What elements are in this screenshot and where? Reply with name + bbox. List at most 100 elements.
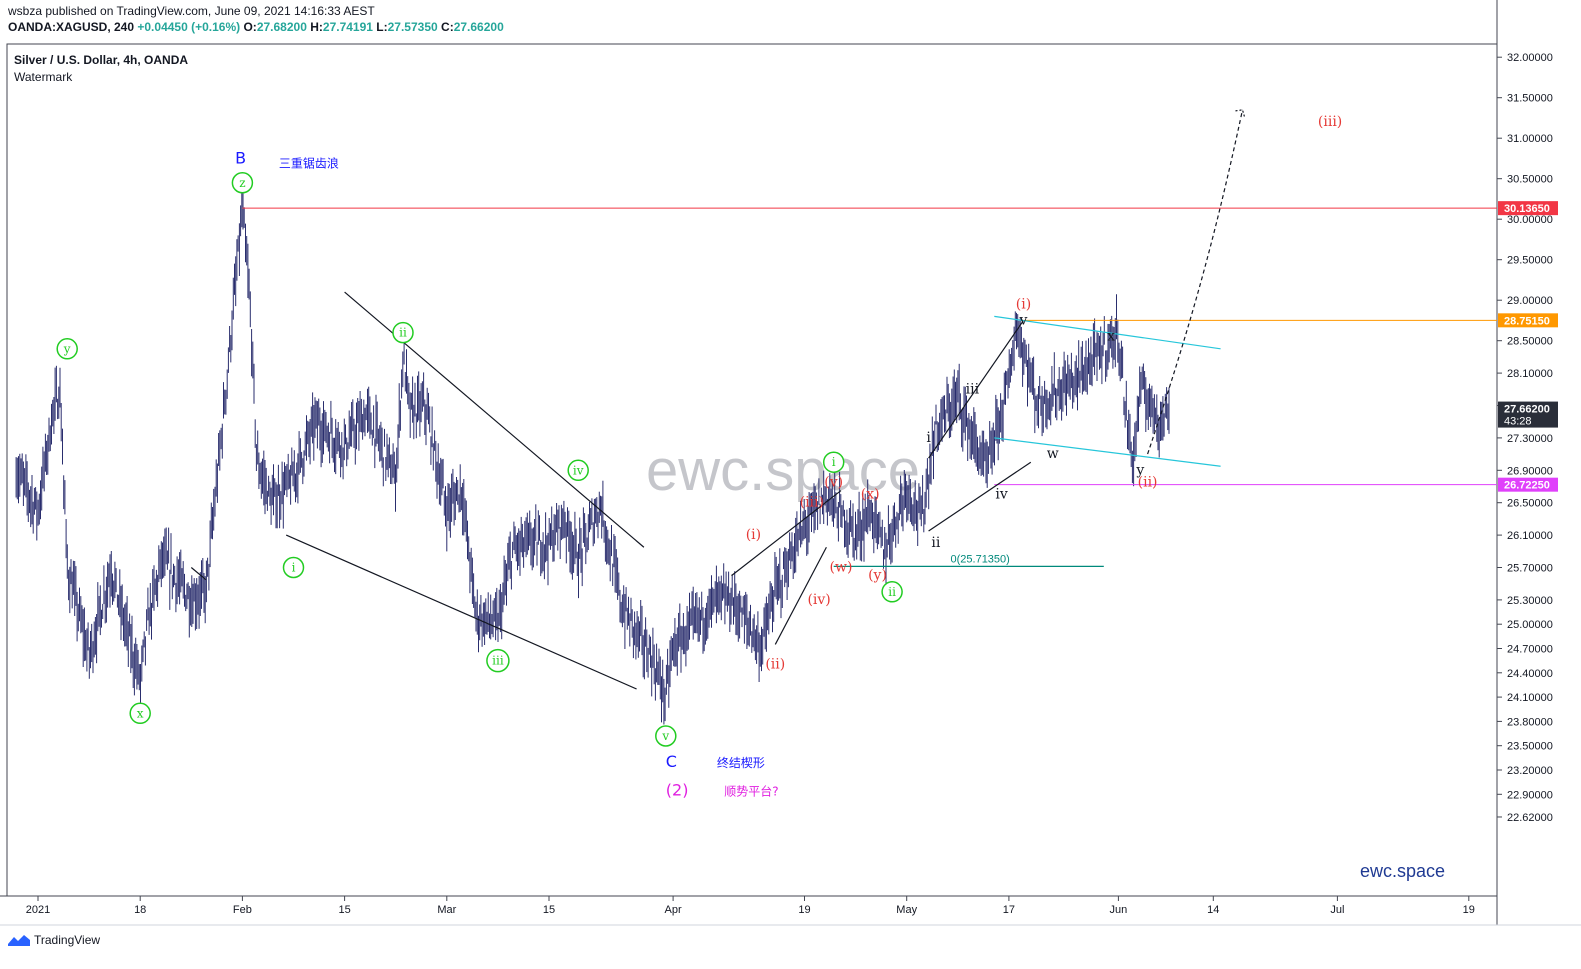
close-label: C: xyxy=(441,20,454,34)
wave-label: (ii) xyxy=(1138,474,1158,490)
y-tick-label: 30.50000 xyxy=(1507,174,1553,186)
y-tick-label: 22.90000 xyxy=(1507,789,1553,801)
level-price-label: 30.13650 xyxy=(1504,203,1550,215)
fib-level-label: 0(25.71350) xyxy=(951,553,1010,565)
chart-title: Silver / U.S. Dollar, 4h, OANDA xyxy=(14,53,189,67)
wave-label-circle xyxy=(282,556,305,579)
wave-label-circle xyxy=(822,451,845,473)
x-tick-label: May xyxy=(896,904,917,916)
footer-brand-label: TradingView xyxy=(34,933,101,947)
y-tick-label: 29.50000 xyxy=(1507,255,1553,267)
wave-label: i xyxy=(926,430,931,446)
x-tick-label: Mar xyxy=(437,904,456,916)
chart-annotation: 三重锯齿浪 xyxy=(279,156,339,171)
y-tick-label: 31.00000 xyxy=(1507,133,1553,145)
wave-label-circle xyxy=(392,321,414,344)
wave-label: v xyxy=(661,729,669,743)
wave-label: z xyxy=(239,176,245,190)
wave-label: (iii) xyxy=(800,495,824,511)
wave-label-circle xyxy=(655,725,677,747)
trendline xyxy=(285,534,637,690)
wave-label: (v) xyxy=(824,474,843,490)
y-tick-label: 24.70000 xyxy=(1507,644,1553,656)
y-tick-label: 30.00000 xyxy=(1507,214,1553,226)
chart-header: wsbza published on TradingView.com, June… xyxy=(8,4,504,34)
wave-label-circle xyxy=(881,581,903,603)
wave-label: (iv) xyxy=(807,592,830,608)
trendline xyxy=(994,315,1221,350)
wave-label-circle xyxy=(567,459,589,482)
y-tick-label: 24.10000 xyxy=(1507,692,1553,704)
bar-countdown: 43:28 xyxy=(1504,416,1532,428)
wave-label: y xyxy=(63,342,71,356)
chart-annotation: C xyxy=(666,752,677,771)
y-tick-label: 25.00000 xyxy=(1507,619,1553,631)
x-tick-label: 2021 xyxy=(26,904,50,916)
wave-label: iii xyxy=(966,381,980,397)
y-tick-label: 25.70000 xyxy=(1507,563,1553,575)
y-tick-label: 31.50000 xyxy=(1507,93,1553,105)
level-price-label: 26.72250 xyxy=(1504,480,1550,492)
level-price-tag xyxy=(1498,201,1558,216)
wave-label: (i) xyxy=(1016,296,1031,312)
trendline xyxy=(928,461,1032,532)
wave-label: (ii) xyxy=(765,657,785,673)
wave-label: y xyxy=(1135,462,1144,478)
footer-brand[interactable]: TradingView xyxy=(8,933,100,947)
x-tick-label: 17 xyxy=(1003,904,1015,916)
wave-label: iii xyxy=(492,654,504,668)
trendline xyxy=(994,437,1221,467)
x-tick-label: 15 xyxy=(338,904,350,916)
open-label: O: xyxy=(243,20,257,34)
wave-label: w xyxy=(1047,446,1059,462)
y-tick-label: 27.30000 xyxy=(1507,433,1553,445)
x-tick-label: Jun xyxy=(1110,904,1128,916)
wave-label: i xyxy=(292,561,296,575)
wave-label-circle xyxy=(129,702,151,725)
high-value: 27.74191 xyxy=(322,20,373,34)
y-tick-label: 29.00000 xyxy=(1507,295,1553,307)
y-axis: 32.00000 31.50000 31.00000 30.50000 30.00000… xyxy=(1497,52,1553,824)
chart-annotation: 顺势平台? xyxy=(724,783,778,798)
y-tick-label: 24.40000 xyxy=(1507,668,1553,680)
low-value: 27.57350 xyxy=(387,20,438,34)
watermark-corner: ewc.space xyxy=(1360,861,1445,881)
y-tick-label: 26.10000 xyxy=(1507,530,1553,542)
wave-labels: yxziiiiiiivviii(i)(ii)(iii)(iv)(v)(w)(x)… xyxy=(56,114,1342,747)
level-price-tag xyxy=(1498,401,1558,428)
wave-label: x xyxy=(1107,329,1115,345)
y-tick-label: 26.90000 xyxy=(1507,465,1553,477)
y-tick-label: 23.50000 xyxy=(1507,741,1553,753)
x-tick-label: 15 xyxy=(543,904,555,916)
wave-label-circle xyxy=(56,338,78,360)
wave-label: v xyxy=(1019,312,1028,328)
open-value: 27.68200 xyxy=(256,20,307,34)
y-tick-label: 28.50000 xyxy=(1507,336,1553,348)
wave-label: ii xyxy=(399,326,407,340)
level-price-label: 28.75150 xyxy=(1504,315,1550,327)
wave-label: (x) xyxy=(861,487,880,503)
symbol-label: OANDA:XAGUSD, 240 xyxy=(8,20,135,34)
price-change: +0.04450 (+0.16%) xyxy=(137,20,241,34)
y-tick-label: 26.50000 xyxy=(1507,498,1553,510)
wave-label: (y) xyxy=(868,568,887,584)
projection-path xyxy=(1147,109,1244,455)
wave-label: (w) xyxy=(830,560,853,576)
wave-label: ii xyxy=(888,585,896,599)
level-price-tag xyxy=(1498,313,1558,328)
price-series xyxy=(15,187,1170,725)
x-tick-label: 14 xyxy=(1207,904,1219,916)
level-price-label: 27.66200 xyxy=(1504,404,1550,416)
y-tick-label: 23.80000 xyxy=(1507,716,1553,728)
wave-label-circle xyxy=(231,172,254,194)
close-value: 27.66200 xyxy=(453,20,504,34)
trendline xyxy=(731,490,842,577)
chart-annotation: B xyxy=(235,148,246,167)
x-tick-label: Apr xyxy=(665,904,682,916)
tradingview-logo-icon xyxy=(8,935,30,946)
publisher-line: wsbza published on TradingView.com, June… xyxy=(8,4,375,18)
trendline xyxy=(190,567,207,581)
high-label: H: xyxy=(310,20,323,34)
y-tick-label: 22.62000 xyxy=(1507,812,1553,824)
